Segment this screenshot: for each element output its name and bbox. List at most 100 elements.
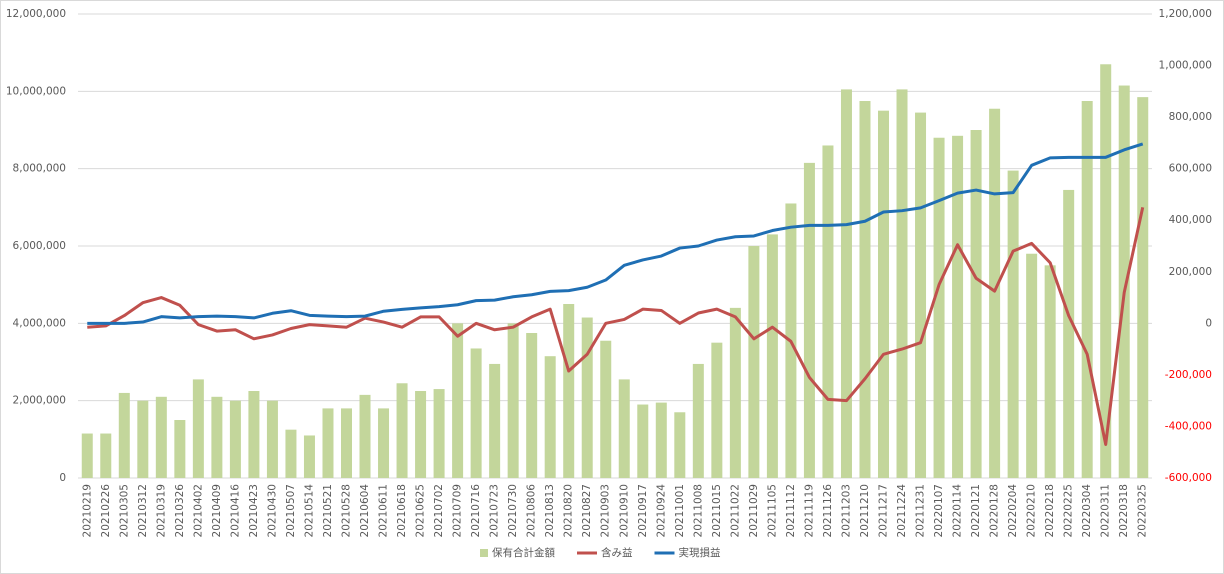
bar [933,137,945,478]
y-tick-label: 12,000,000 [6,8,66,20]
bar [1137,97,1149,478]
line-series [87,142,1144,325]
y2-tick-label: 800,000 [1169,111,1212,123]
x-tick-label: 20220311 [1100,484,1112,537]
x-tick-label: 20211210 [859,484,871,537]
bar [137,400,149,478]
x-tick-label: 20210806 [526,484,538,538]
bar [155,396,167,478]
x-tick-label: 20210917 [637,484,649,537]
x-tick-label: 20211112 [785,484,797,537]
bar [952,135,964,479]
x-tick-label: 20220225 [1063,484,1075,537]
bar [600,340,612,478]
legend-label: 保有合計金額 [492,546,555,559]
bar [174,420,186,478]
bar [970,130,982,478]
x-tick-label: 20210514 [303,484,315,538]
x-tick-label: 20210219 [81,484,93,537]
bar [544,356,556,478]
legend: 保有合計金額 含み益 実現損益 [480,546,721,559]
bar [711,342,723,478]
x-tick-label: 20211001 [674,484,686,537]
y2-tick-label: 600,000 [1169,163,1212,175]
bar [322,408,334,478]
x-tick-label: 20210528 [341,484,353,537]
bar [192,379,204,478]
bar [1100,64,1112,479]
x-tick-label: 20210507 [285,484,297,537]
x-tick-label: 20210910 [618,484,630,537]
y2-tick-label: 200,000 [1169,266,1212,278]
x-tick-label: 20220128 [989,484,1001,537]
y2-tick-label: -600,000 [1165,472,1212,484]
bar [1118,85,1130,479]
x-tick-label: 20220304 [1081,484,1093,538]
x-tick-label: 20210226 [100,484,112,538]
y-tick-label: 2,000,000 [13,395,66,407]
bar [211,396,223,478]
bar [729,307,741,478]
bar [118,392,130,478]
x-tick-label: 20210430 [266,484,278,537]
bar [396,383,408,478]
bar [341,408,352,478]
bar [452,323,464,478]
bar [285,429,297,478]
bar [859,101,871,478]
bar [229,400,241,478]
x-tick-label: 20210604 [359,484,371,538]
bar [1026,253,1038,478]
y-tick-label: 8,000,000 [13,163,66,175]
bar [692,363,704,478]
bar [81,433,93,478]
x-tick-label: 20211203 [840,484,852,537]
bar [378,408,390,478]
bar [618,379,630,478]
bar [674,412,686,478]
x-tick-label: 20210730 [507,484,519,537]
bar [266,400,278,478]
x-tick-label: 20210903 [600,484,612,537]
bar [915,112,927,478]
x-tick-label: 20210625 [415,484,427,537]
bar [526,333,538,478]
bar [415,391,427,478]
x-tick-label: 20210312 [137,484,149,537]
y-tick-label: 6,000,000 [13,240,66,252]
x-tick-label: 20210521 [322,484,334,537]
bar [359,394,371,478]
x-tick-label: 20220325 [1137,484,1149,537]
bar [470,348,482,478]
x-tick-label: 20220114 [952,484,964,538]
x-tick-label: 20211126 [822,484,834,538]
legend-label: 実現損益 [679,546,721,559]
x-tick-label: 20210409 [211,484,223,537]
y2-tick-label: -400,000 [1165,420,1212,432]
x-tick-label: 20211022 [729,484,741,537]
x-tick-label: 20220107 [933,484,945,537]
y-tick-label: 10,000,000 [6,85,66,97]
bar [1081,101,1093,478]
x-tick-label: 20210326 [174,484,186,538]
bar [433,389,445,478]
bar [840,89,852,479]
bar [822,145,834,478]
x-tick-label: 20220204 [1007,484,1019,538]
legend-swatch [480,549,488,557]
x-tick-label: 20211008 [692,484,704,537]
line-series [87,207,1145,446]
x-tick-label: 20210423 [248,484,260,537]
x-tick-label: 20211029 [748,484,760,537]
x-tick-label: 20210702 [433,484,445,537]
bar [1063,189,1075,478]
x-tick-label: 20210716 [470,484,482,538]
bar [637,404,649,478]
y2-tick-label: 1,000,000 [1159,60,1212,72]
bar [1007,170,1019,478]
bar [896,89,908,479]
x-tick-label: 20210827 [581,484,593,537]
x-tick-label: 20220218 [1044,484,1056,537]
x-tick-label: 20210709 [452,484,464,537]
